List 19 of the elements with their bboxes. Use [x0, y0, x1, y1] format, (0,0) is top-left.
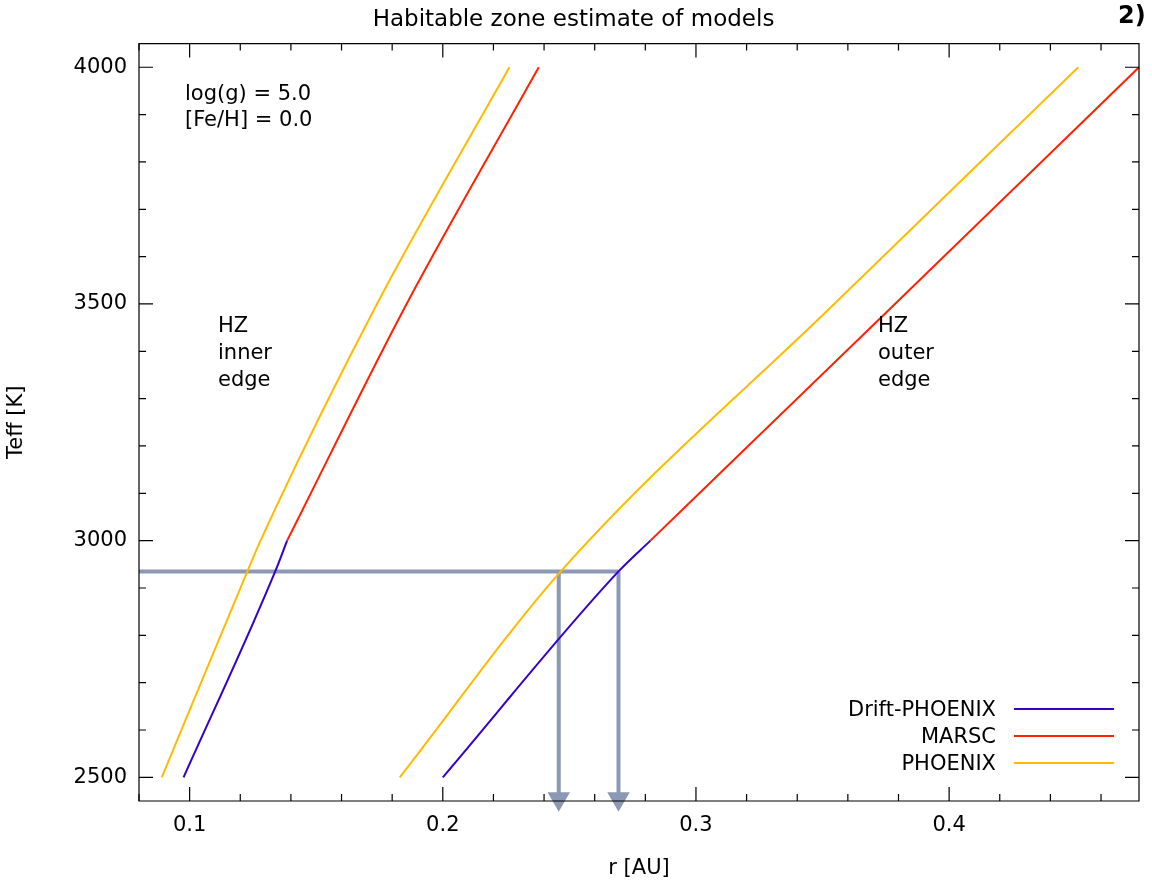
y-tick-label: 4000	[73, 53, 127, 78]
x-tick-label: 0.1	[172, 812, 207, 837]
annotation: log(g) = 5.0	[185, 80, 312, 107]
y-axis-title: Teff [K]	[3, 385, 28, 461]
annotation: HZ outer edge	[878, 312, 934, 393]
legend-label: Drift-PHOENIX	[847, 697, 996, 721]
x-tick-label: 0.4	[932, 812, 966, 837]
annotation: [Fe/H] = 0.0	[185, 106, 313, 133]
y-tick-label: 3000	[73, 527, 127, 552]
chart-title: Habitable zone estimate of models	[372, 4, 775, 31]
x-axis-title: r [AU]	[608, 854, 670, 879]
annotation: HZ inner edge	[218, 312, 273, 393]
legend-label: MARSC	[920, 724, 996, 748]
y-tick-label: 2500	[73, 763, 127, 788]
x-tick-label: 0.2	[426, 812, 460, 837]
x-tick-label: 0.3	[679, 812, 713, 837]
legend-label: PHOENIX	[901, 751, 996, 775]
y-tick-label: 3500	[73, 290, 127, 315]
text: 2)	[1118, 1, 1146, 29]
